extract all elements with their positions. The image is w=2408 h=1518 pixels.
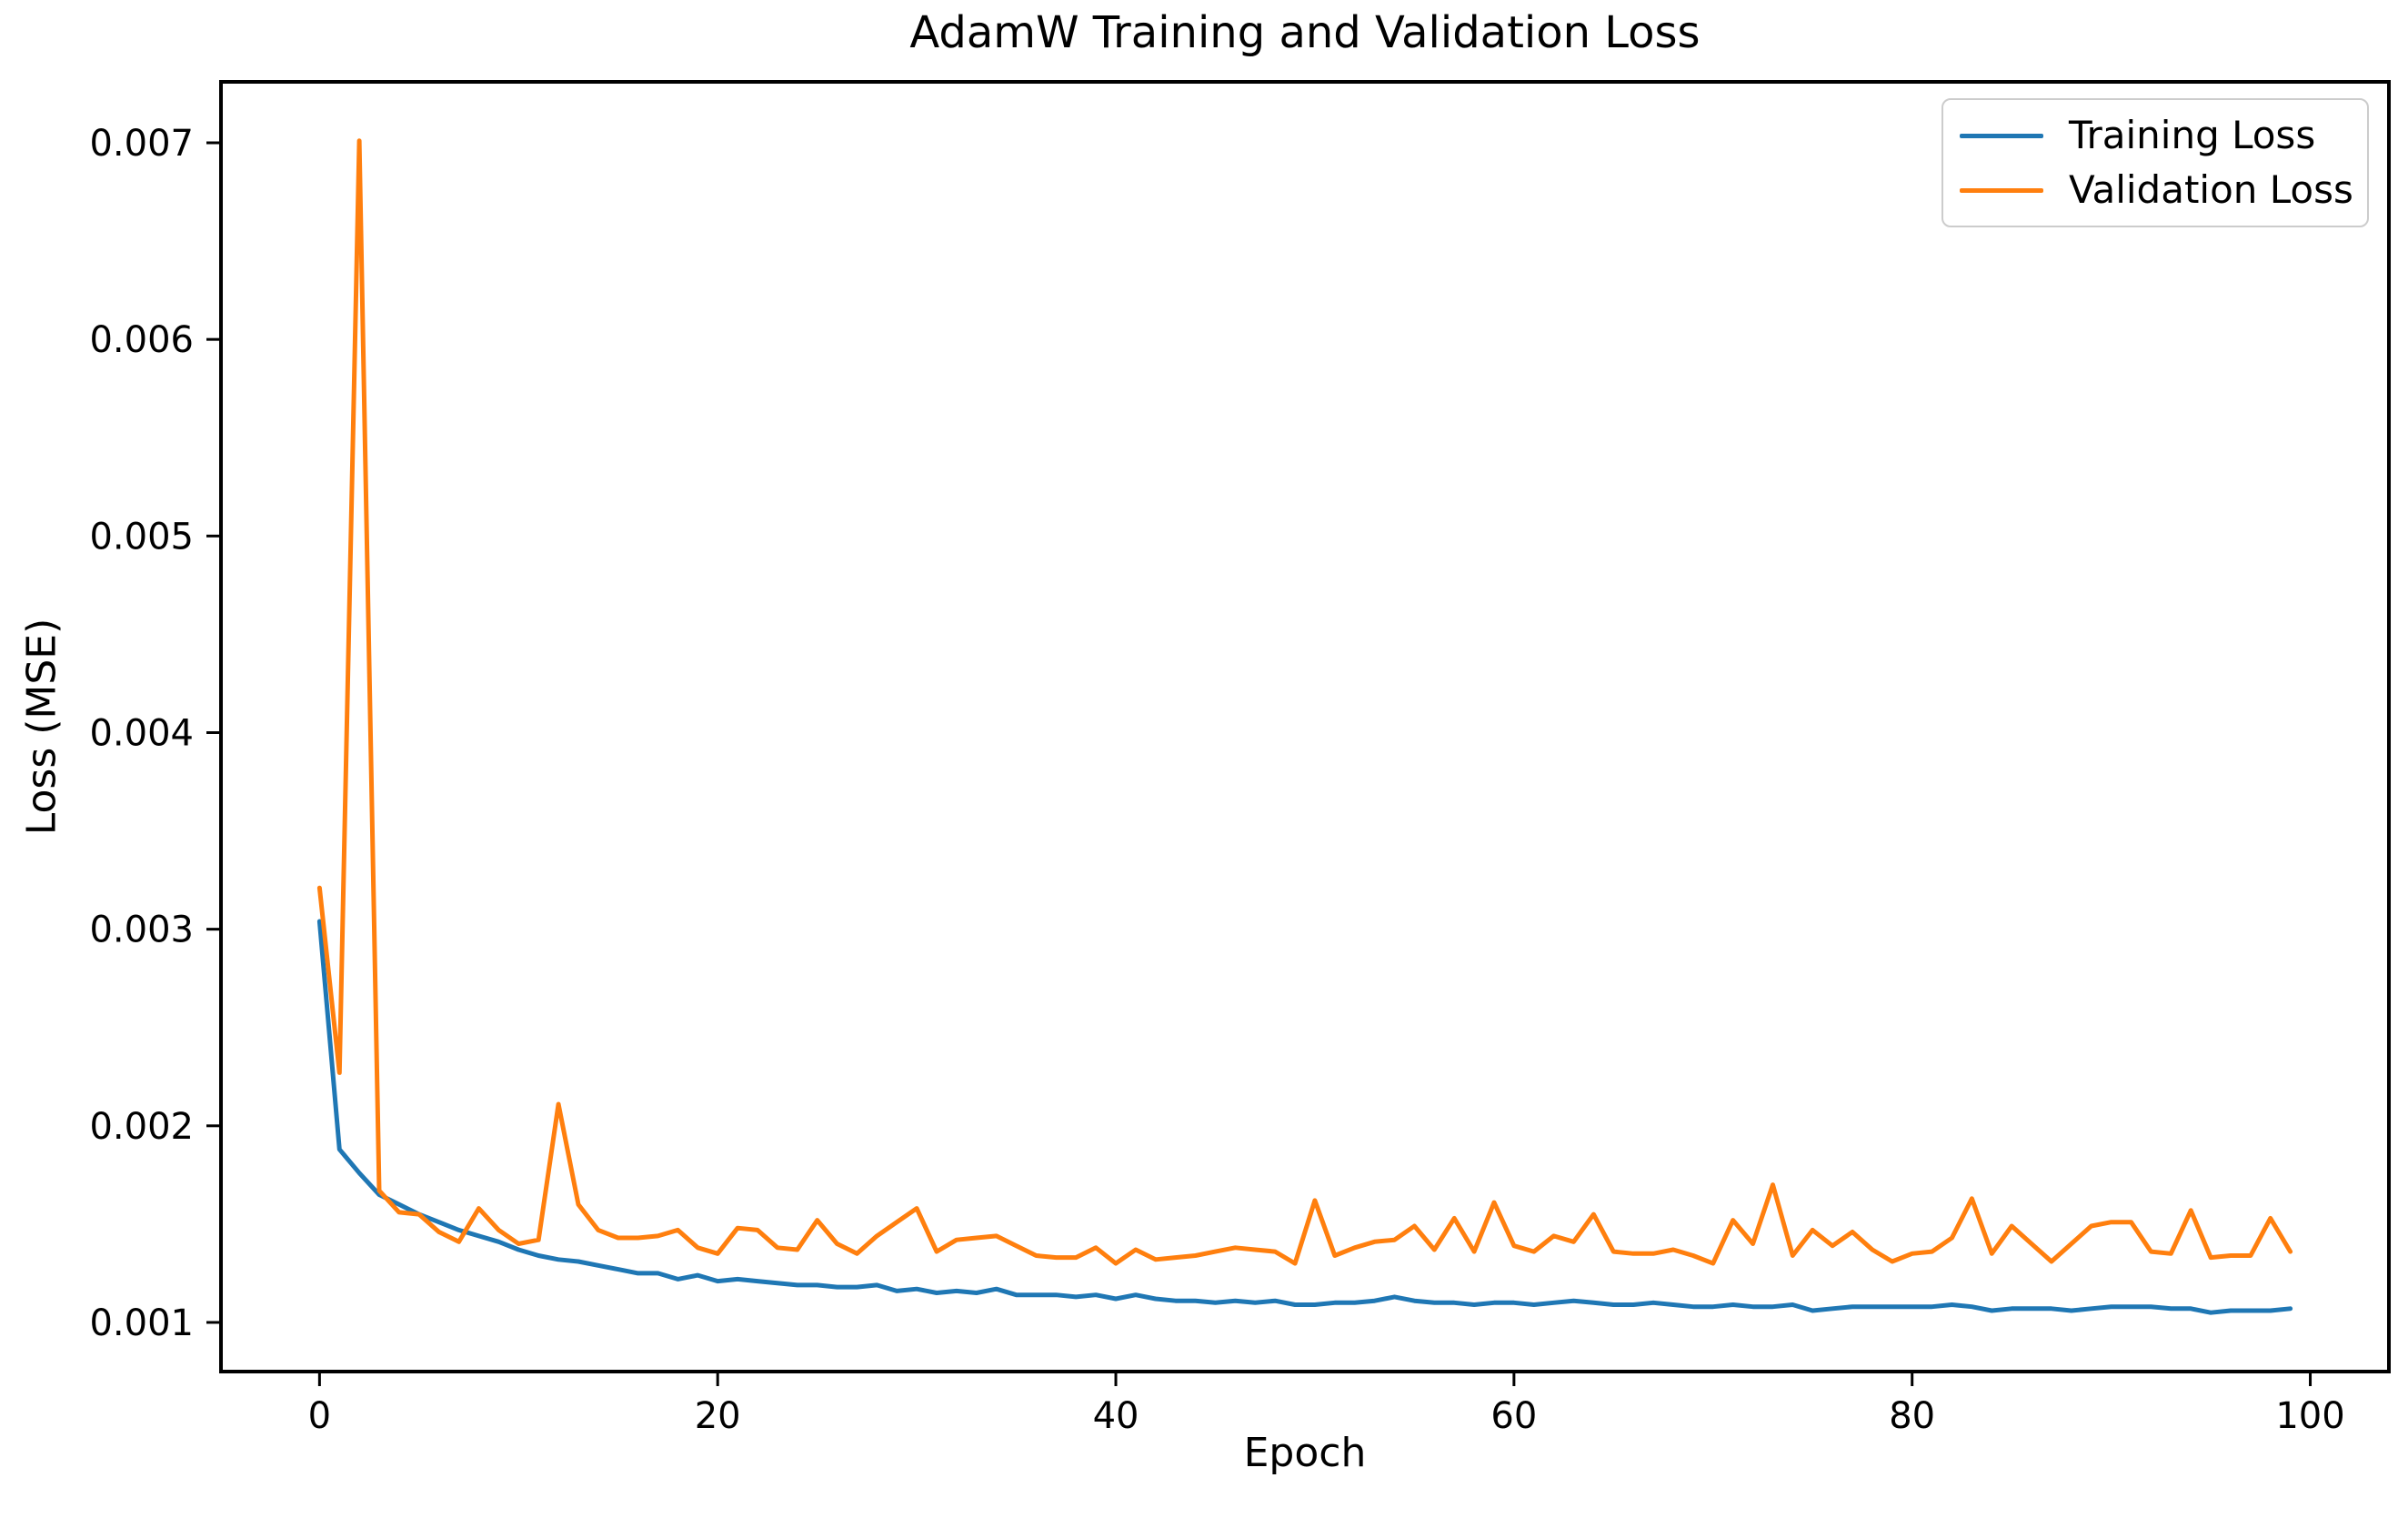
x-tick-label: 20 [695,1395,741,1437]
x-tick-label: 60 [1490,1395,1537,1437]
y-tick-label: 0.006 [89,319,194,361]
y-tick-label: 0.005 [89,516,194,558]
x-axis-label: Epoch [1243,1430,1367,1476]
x-tick-label: 40 [1093,1395,1139,1437]
legend-entry-training: Training Loss [1960,116,2351,155]
legend-entry-validation: Validation Loss [1960,167,2353,212]
y-tick-label: 0.004 [89,712,194,754]
legend-label-training: Training Loss [2069,113,2316,157]
y-axis-label: Loss (MSE) [18,618,65,836]
y-tick-label: 0.002 [89,1106,194,1148]
chart-title: AdamW Training and Validation Loss [909,7,1701,58]
x-tick-label: 0 [308,1395,331,1437]
y-tick-label: 0.007 [89,123,194,165]
x-tick-label: 80 [1889,1395,1935,1437]
y-tick-label: 0.001 [89,1302,194,1344]
data-series [316,138,2293,1315]
legend: Training Loss Validation Loss [1941,98,2369,227]
legend-label-validation: Validation Loss [2069,167,2353,212]
x-tick-label: 100 [2275,1395,2344,1437]
axis-ticks: 0 20 40 60 80 100 0.001 0.002 0.003 0.004 0.005 0.0… [89,123,2344,1437]
training-loss-line [316,919,2293,1315]
axes-spines [219,80,2391,1373]
validation-loss-line [316,138,2293,1266]
y-tick-label: 0.003 [89,910,194,951]
training-loss-line-swatch [1960,133,2043,138]
validation-loss-line-swatch [1960,187,2043,193]
